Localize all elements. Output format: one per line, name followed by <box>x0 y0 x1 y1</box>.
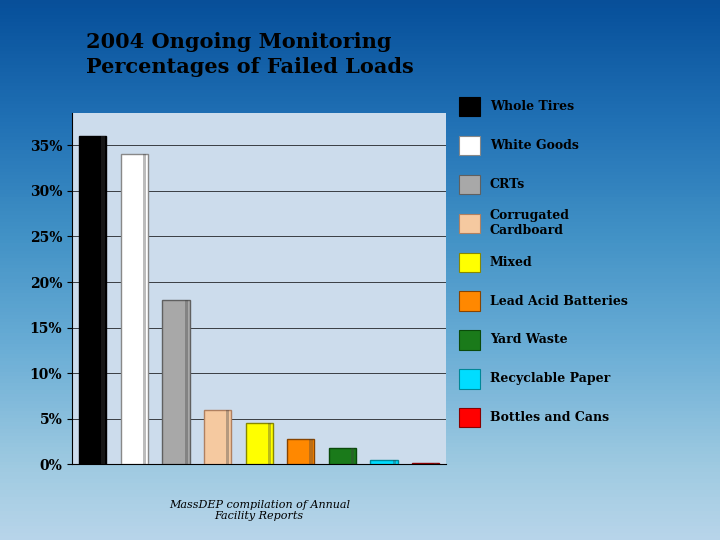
Bar <box>351 448 354 464</box>
Bar <box>226 410 230 464</box>
Bar <box>184 300 188 464</box>
Bar <box>329 448 356 464</box>
FancyBboxPatch shape <box>459 330 480 350</box>
Bar <box>412 463 439 464</box>
Bar <box>268 423 271 464</box>
Bar <box>121 154 148 464</box>
Text: CRTs: CRTs <box>490 178 525 191</box>
Bar <box>163 300 189 464</box>
Bar <box>371 460 397 464</box>
Bar <box>246 423 273 464</box>
Text: 2004 Ongoing Monitoring
Percentages of Failed Loads: 2004 Ongoing Monitoring Percentages of F… <box>86 32 414 77</box>
Bar <box>287 439 315 464</box>
Text: Bottles and Cans: Bottles and Cans <box>490 411 609 424</box>
Bar <box>204 410 231 464</box>
Text: Mixed: Mixed <box>490 256 533 269</box>
FancyBboxPatch shape <box>459 408 480 428</box>
FancyBboxPatch shape <box>459 136 480 156</box>
Text: Yard Waste: Yard Waste <box>490 334 567 347</box>
FancyBboxPatch shape <box>459 97 480 117</box>
FancyBboxPatch shape <box>459 369 480 389</box>
Bar <box>143 154 146 464</box>
Bar <box>79 136 107 464</box>
FancyBboxPatch shape <box>459 175 480 194</box>
FancyBboxPatch shape <box>459 253 480 272</box>
Text: Lead Acid Batteries: Lead Acid Batteries <box>490 295 628 308</box>
FancyBboxPatch shape <box>459 292 480 311</box>
FancyBboxPatch shape <box>459 214 480 233</box>
Text: Corrugated
Cardboard: Corrugated Cardboard <box>490 210 570 238</box>
Bar <box>392 460 396 464</box>
Text: White Goods: White Goods <box>490 139 579 152</box>
Text: MassDEP compilation of Annual
Facility Reports: MassDEP compilation of Annual Facility R… <box>168 500 350 521</box>
Text: Whole Tires: Whole Tires <box>490 100 574 113</box>
Bar <box>102 136 104 464</box>
Text: Recyclable Paper: Recyclable Paper <box>490 373 610 386</box>
Bar <box>310 439 312 464</box>
Bar <box>434 463 438 464</box>
